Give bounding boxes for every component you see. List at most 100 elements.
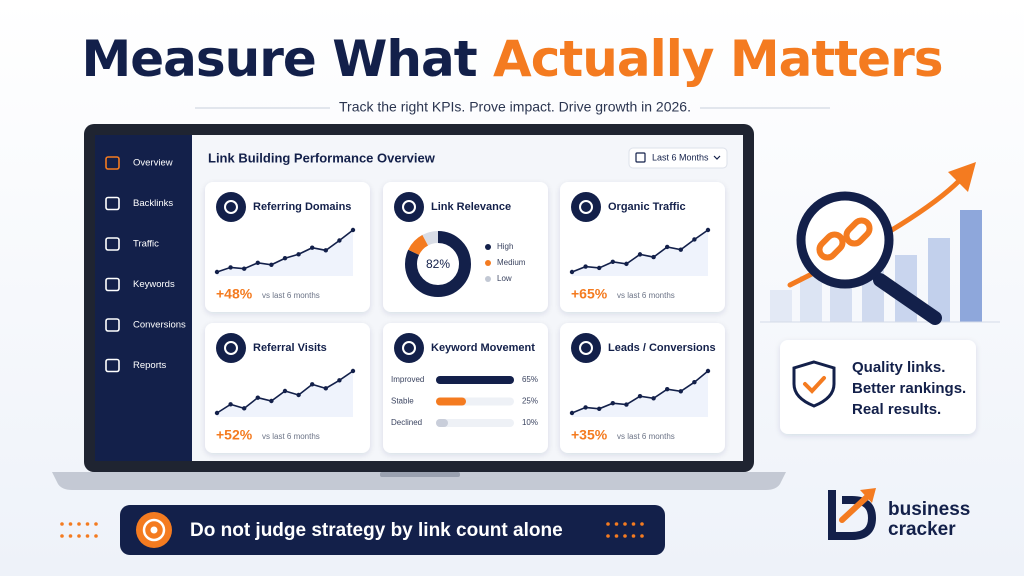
sparkline-point (692, 380, 697, 385)
sparkline-point (624, 261, 629, 267)
link-icon (816, 231, 846, 261)
sidebar-icon (105, 358, 120, 373)
deco-bar (960, 210, 982, 322)
callout-line: Better rankings. (852, 380, 966, 397)
deco-dot (631, 534, 636, 538)
sidebar-item[interactable]: Keywords (133, 279, 175, 290)
sparkline-point (296, 392, 301, 398)
legend-label: Low (497, 274, 512, 283)
kpi-change: +48% (216, 286, 253, 302)
brand-arrow (839, 493, 871, 523)
deco-bar (770, 290, 792, 322)
sparkline-point (705, 227, 711, 233)
sparkline-point (705, 368, 711, 374)
bar-value: 10% (522, 418, 538, 427)
laptop-notch (380, 472, 460, 477)
card-icon (216, 333, 246, 363)
sparkline-point (310, 382, 315, 387)
legend-label: High (497, 242, 513, 251)
callout-card (780, 340, 976, 434)
deco-dot (60, 522, 64, 526)
card-title: Keyword Movement (431, 342, 535, 354)
brand-arrow-head (860, 488, 876, 503)
sparkline-point (678, 389, 683, 394)
card-title: Link Relevance (431, 201, 511, 213)
card-icon (394, 192, 424, 222)
sparkline-point (569, 269, 575, 275)
headline-dark: Measure What (81, 30, 476, 88)
sparkline-point (597, 406, 602, 411)
bar-label: Declined (391, 418, 422, 427)
sparkline-point (282, 256, 288, 261)
sparkline-point (310, 245, 315, 250)
target-icon (142, 518, 166, 542)
sparkline-point (651, 396, 656, 401)
sidebar-item[interactable]: Conversions (133, 320, 186, 331)
laptop-base (52, 472, 786, 490)
sparkline-area (572, 371, 708, 417)
sparkline-point (255, 395, 260, 400)
legend-swatch (485, 244, 491, 250)
brand-word: business (888, 499, 970, 520)
headline: Measure What Actually Matters (81, 30, 942, 88)
deco-dot (606, 522, 610, 526)
sparkline-point (597, 265, 602, 271)
deco-dot (77, 522, 81, 526)
sparkline-point (637, 394, 643, 399)
card-icon-glyph (579, 341, 593, 355)
card-title: Referral Visits (253, 342, 327, 354)
sparkline-point (337, 378, 342, 383)
deco-dot (60, 534, 64, 538)
kpi-card (560, 182, 725, 312)
deco-dot (623, 534, 627, 538)
sparkline-point (350, 227, 356, 233)
deco-dot (631, 522, 636, 526)
kpi-note: vs last 6 months (617, 432, 675, 441)
sparkline-point (269, 262, 274, 267)
kpi-change: +52% (216, 427, 253, 443)
card-icon (571, 333, 601, 363)
deco-dot (640, 522, 644, 526)
bar (436, 397, 466, 406)
kpi-note: vs last 6 months (617, 291, 675, 300)
date-filter[interactable] (628, 147, 728, 169)
sidebar-icon (105, 277, 120, 292)
card-icon-glyph (402, 200, 416, 214)
sidebar-item[interactable]: Traffic (133, 239, 159, 250)
sparkline-point (350, 368, 356, 374)
card-icon (571, 192, 601, 222)
deco-dot (623, 522, 627, 526)
sidebar-icon (105, 318, 120, 332)
bar-label: Stable (391, 397, 414, 406)
subtitle: Track the right KPIs. Prove impact. Driv… (339, 99, 691, 115)
callout-line: Real results. (852, 401, 941, 418)
bar-value: 25% (522, 397, 538, 406)
sparkline-area (572, 230, 708, 276)
deco-dot (606, 534, 610, 538)
kpi-note: vs last 6 months (262, 432, 320, 441)
sparkline-point (651, 254, 656, 260)
chevron (713, 155, 721, 160)
shield-icon (792, 360, 836, 408)
sparkline-point (610, 401, 615, 406)
sparkline-point (569, 410, 575, 416)
sidebar-icon (105, 196, 120, 211)
sidebar (95, 135, 192, 461)
date-filter-label[interactable]: Last 6 Months (652, 152, 709, 162)
sparkline-area (217, 230, 353, 276)
check-icon (803, 376, 826, 394)
magnifier-handle (873, 273, 942, 325)
card-title: Referring Domains (253, 201, 351, 213)
banner (120, 505, 665, 555)
kpi-change: +65% (571, 286, 608, 302)
sidebar-item[interactable]: Overview (133, 158, 173, 169)
sidebar-icon (105, 237, 120, 251)
deco-bar (800, 276, 822, 322)
sparkline-point (637, 252, 643, 257)
sidebar-item[interactable]: Backlinks (133, 198, 173, 209)
sparkline-point (323, 386, 328, 391)
card-icon-glyph (402, 341, 416, 355)
sidebar-item[interactable]: Reports (133, 360, 167, 371)
